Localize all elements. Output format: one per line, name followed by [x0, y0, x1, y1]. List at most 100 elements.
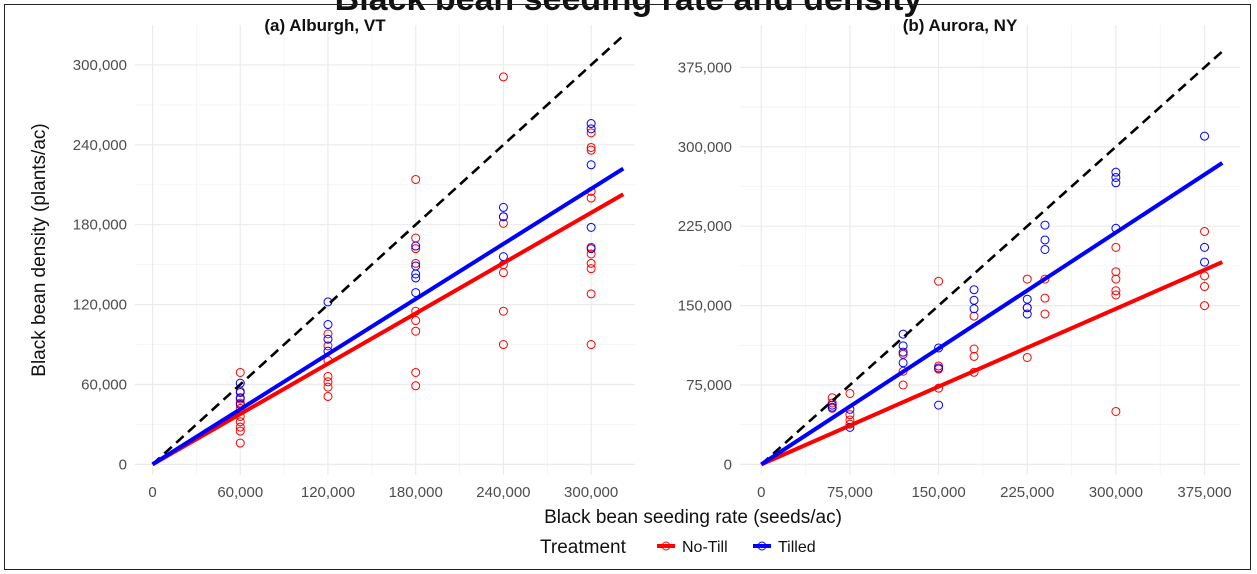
x-axis-label: Black bean seeding rate (seeds/ac)	[544, 507, 842, 528]
data-point-no-till	[323, 341, 333, 351]
data-point-no-till	[1111, 290, 1121, 300]
data-point-tilled	[969, 285, 979, 295]
data-point-no-till	[1040, 293, 1050, 303]
data-point-no-till	[1200, 226, 1210, 236]
data-point-no-till	[1111, 242, 1121, 252]
data-point-tilled	[1040, 220, 1050, 230]
data-point-no-till	[235, 367, 245, 377]
y-tick-label: 375,000	[678, 59, 732, 76]
y-tick-label: 225,000	[678, 218, 732, 235]
data-point-no-till	[411, 244, 421, 254]
x-tick-label: 300,000	[1089, 484, 1143, 501]
y-tick-label: 60,000	[81, 376, 127, 393]
x-tick-label: 120,000	[301, 484, 355, 501]
y-tick-label: 75,000	[686, 377, 732, 394]
data-point-no-till	[235, 438, 245, 448]
data-point-no-till	[586, 145, 596, 155]
data-point-tilled	[323, 334, 333, 344]
data-point-no-till	[845, 388, 855, 398]
y-tick-label: 180,000	[73, 217, 127, 234]
data-point-no-till	[498, 72, 508, 82]
data-point-no-till	[1200, 301, 1210, 311]
x-tick-label: 60,000	[217, 484, 263, 501]
x-tick-label: 240,000	[476, 484, 530, 501]
x-tick-label: 225,000	[1000, 484, 1054, 501]
data-point-no-till	[1040, 309, 1050, 319]
data-point-no-till	[969, 311, 979, 321]
data-point-tilled	[235, 378, 245, 388]
data-point-tilled	[323, 320, 333, 330]
data-point-tilled	[969, 304, 979, 314]
data-point-no-till	[1022, 352, 1032, 362]
data-point-tilled	[827, 402, 837, 412]
legend-title: Treatment	[540, 537, 627, 558]
data-point-no-till	[323, 382, 333, 392]
data-point-tilled	[586, 124, 596, 134]
y-tick-label: 240,000	[73, 137, 127, 154]
data-point-no-till	[235, 422, 245, 432]
data-point-no-till	[586, 258, 596, 268]
one-to-one-line	[151, 34, 625, 466]
fit-line-no-till	[151, 192, 625, 467]
data-point-no-till	[235, 426, 245, 436]
data-point-no-till	[323, 371, 333, 381]
data-point-tilled	[1200, 257, 1210, 267]
data-point-tilled	[1200, 131, 1210, 141]
x-tick-label: 375,000	[1177, 484, 1231, 501]
data-point-no-till	[934, 361, 944, 371]
panel-title: (a) Alburgh, VT	[264, 16, 386, 35]
x-tick-label: 150,000	[911, 484, 965, 501]
data-point-tilled	[1200, 242, 1210, 252]
data-point-no-till	[898, 380, 908, 390]
data-point-no-till	[845, 410, 855, 420]
chart-frame: 0 60,000 120,000 180,000 240,000 300,000 0 60,0…	[4, 4, 1251, 570]
x-tick-label: 0	[757, 484, 765, 501]
data-point-tilled	[586, 222, 596, 232]
data-point-no-till	[1111, 267, 1121, 277]
y-axis-label: Black bean density (plants/ac)	[29, 123, 50, 376]
legend-swatch-point	[757, 541, 767, 551]
data-point-no-till	[498, 306, 508, 316]
data-point-no-till	[586, 193, 596, 203]
data-point-no-till	[498, 218, 508, 228]
data-point-tilled	[1040, 235, 1050, 245]
data-point-no-till	[586, 340, 596, 350]
data-point-tilled	[411, 273, 421, 283]
data-point-tilled	[498, 212, 508, 222]
data-point-tilled	[969, 295, 979, 305]
legend: Treatment No-Till Tilled	[540, 537, 816, 558]
data-point-no-till	[586, 142, 596, 152]
data-point-no-till	[411, 258, 421, 268]
data-point-no-till	[969, 344, 979, 354]
data-point-no-till	[411, 381, 421, 391]
data-point-tilled	[498, 202, 508, 212]
data-point-no-till	[1022, 274, 1032, 284]
data-point-tilled	[235, 387, 245, 397]
one-to-one-line	[760, 50, 1224, 466]
x-tick-label: 0	[148, 484, 156, 501]
data-point-tilled	[934, 400, 944, 410]
data-point-tilled	[235, 393, 245, 403]
data-point-no-till	[586, 249, 596, 259]
data-point-no-till	[1040, 274, 1050, 284]
data-point-tilled	[898, 347, 908, 357]
y-tick-label: 0	[724, 456, 732, 473]
data-point-tilled	[898, 341, 908, 351]
panel-aurora: 0 75,000 150,000 225,000 300,000 375,000 0 75,0…	[678, 16, 1240, 501]
data-point-no-till	[323, 377, 333, 387]
data-point-no-till	[323, 391, 333, 401]
fit-line-tilled	[151, 166, 625, 467]
data-point-no-till	[586, 264, 596, 274]
data-point-tilled	[1111, 167, 1121, 177]
data-point-no-till	[411, 316, 421, 326]
data-point-tilled	[1111, 178, 1121, 188]
data-point-tilled	[411, 241, 421, 251]
data-point-tilled	[1040, 244, 1050, 254]
panel-title: (b) Aurora, NY	[903, 16, 1018, 35]
data-point-no-till	[934, 276, 944, 286]
panel-alburgh: 0 60,000 120,000 180,000 240,000 300,000 0 60,0…	[73, 16, 635, 501]
y-tick-label: 300,000	[678, 139, 732, 156]
legend-label: No-Till	[682, 539, 728, 556]
data-point-no-till	[411, 326, 421, 336]
data-point-no-till	[586, 128, 596, 138]
